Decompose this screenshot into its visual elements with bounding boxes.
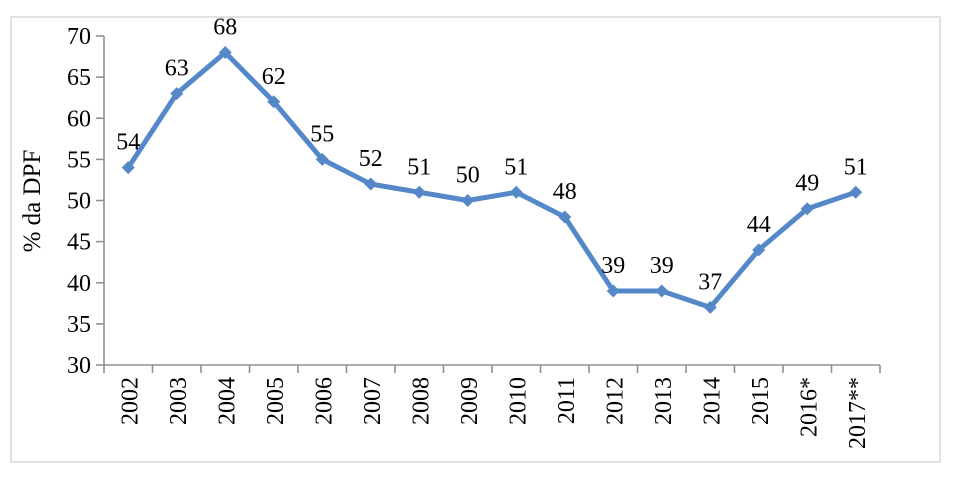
- data-point-marker: [800, 202, 814, 216]
- x-tick-label: 2005: [263, 377, 289, 425]
- series-line: [125, 49, 859, 310]
- data-point-marker: [509, 185, 523, 199]
- x-tick-label: 2004: [214, 377, 240, 425]
- data-point-label: 54: [116, 130, 140, 156]
- data-labels-group: 54 63 68 62 55 52 51 50 51 48 39 39 37 44 49 51: [116, 14, 868, 295]
- data-point-marker: [752, 243, 766, 257]
- chart-frame-border: [10, 16, 941, 463]
- x-tick-label: 2015: [748, 377, 774, 425]
- x-tick-label: 2016*: [796, 377, 822, 437]
- data-point-label: 62: [262, 64, 286, 90]
- data-point-label: 48: [553, 179, 577, 205]
- y-tick-label: 60: [67, 106, 91, 132]
- x-tick-label: 2014: [699, 377, 725, 425]
- data-point-marker: [849, 185, 863, 199]
- data-point-label: 50: [456, 163, 480, 189]
- axes-group: 30 35 40 45 50 55 60 65 70 2002 2003 2004 2005 2006 20…: [67, 24, 881, 449]
- y-tick-label: 30: [67, 353, 91, 379]
- data-series-group: [121, 45, 863, 314]
- x-tick-label: 2008: [408, 377, 434, 425]
- data-point-marker: [461, 194, 475, 207]
- data-point-marker: [558, 210, 572, 224]
- y-tick-label: 50: [67, 189, 91, 215]
- x-tick-label: 2003: [166, 377, 192, 425]
- data-point-marker: [218, 45, 232, 59]
- y-tick-label: 45: [67, 230, 91, 256]
- data-point-marker: [315, 152, 329, 166]
- x-tick-label: 2002: [117, 377, 143, 425]
- data-point-marker: [267, 95, 281, 109]
- y-tick-label: 65: [67, 65, 91, 91]
- data-point-label: 51: [407, 154, 431, 180]
- x-tick-label: 2011: [554, 377, 580, 424]
- x-tick-label: 2010: [505, 377, 531, 425]
- data-point-label: 44: [747, 212, 771, 238]
- y-tick-label: 55: [67, 147, 91, 173]
- y-tick-label: 35: [67, 312, 91, 338]
- y-tick-label: 40: [67, 271, 91, 297]
- data-point-label: 68: [213, 14, 237, 40]
- x-tick-label: 2013: [651, 377, 677, 425]
- x-tick-label: 2012: [602, 377, 628, 425]
- data-point-marker: [703, 300, 717, 314]
- data-point-marker: [364, 177, 378, 191]
- data-point-marker: [121, 161, 135, 175]
- data-point-label: 37: [698, 269, 722, 295]
- data-point-marker: [170, 87, 184, 101]
- x-tick-label: 2007: [360, 377, 386, 425]
- data-point-label: 55: [310, 121, 334, 147]
- y-tick-label: 70: [67, 24, 91, 50]
- x-tick-label: 2017**: [845, 377, 871, 449]
- data-point-label: 52: [359, 146, 383, 172]
- data-point-label: 63: [165, 56, 189, 82]
- x-tick-label: 2009: [457, 377, 483, 425]
- data-point-label: 51: [504, 154, 528, 180]
- data-point-marker: [655, 284, 669, 298]
- x-tick-label: 2006: [311, 377, 337, 425]
- data-point-label: 39: [650, 253, 674, 279]
- y-axis-title: % da DPF: [19, 150, 46, 253]
- data-point-marker: [606, 284, 620, 298]
- data-point-label: 39: [601, 253, 625, 279]
- data-point-marker: [412, 185, 426, 199]
- data-point-label: 51: [844, 154, 868, 180]
- data-point-label: 49: [795, 171, 819, 197]
